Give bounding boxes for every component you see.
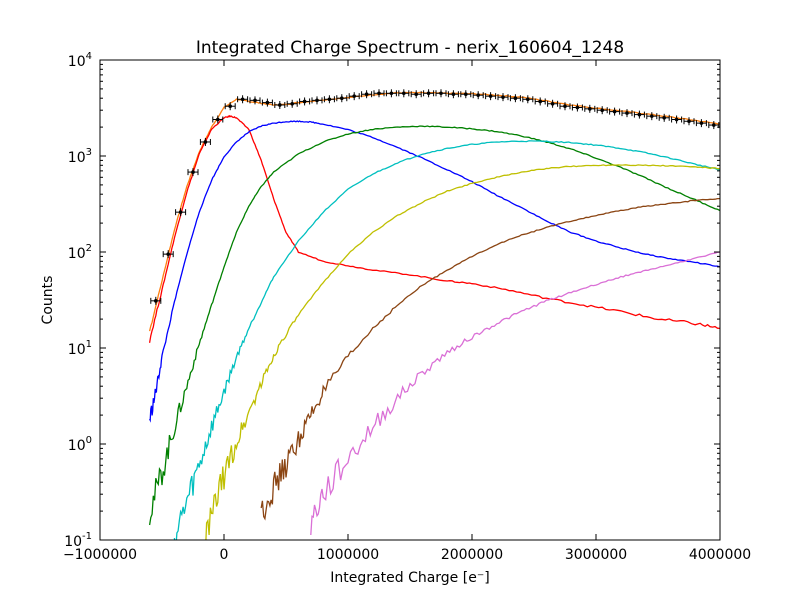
data-point [497,93,509,102]
axes-frame [99,59,721,541]
y-tick-label: 10-1 [64,531,92,550]
series-line [148,114,720,343]
plot-area [148,89,720,540]
x-tick-label: 1000000 [317,547,379,563]
data-point [162,250,174,259]
data-point [323,95,335,104]
x-tick-label: 0 [220,547,229,563]
data-point [398,89,410,98]
series-line [310,251,720,536]
data-point [658,113,670,122]
data-point [460,90,472,99]
data-point [299,97,311,106]
data-point [336,94,348,103]
data-point [584,104,596,113]
data-point [485,92,497,101]
data-point [410,90,422,99]
data-point [224,102,236,111]
data-point [683,117,695,126]
data-point [671,115,683,124]
data-point [609,107,621,116]
data-point [261,98,273,107]
data-point [435,89,447,98]
chart-title: Integrated Charge Spectrum - nerix_16060… [196,38,624,58]
data-point [150,296,162,305]
data-point [472,91,484,100]
data-point [212,115,224,124]
series-line [149,120,720,423]
data-point [547,99,559,108]
data-point [348,92,360,101]
data-point [187,168,199,177]
x-axis-label: Integrated Charge [e⁻] [330,570,489,586]
series-layer [148,91,720,540]
y-tick-label: 100 [68,435,92,454]
series-line [205,164,720,540]
data-point [286,99,298,108]
data-point [695,119,707,128]
x-tick-label: 3000000 [565,547,627,563]
data-point [175,208,187,217]
data-point [311,96,323,105]
data-point [447,90,459,99]
y-axis-ticks: 10-1 100 101 102 103 104 [64,51,720,550]
series-line [148,91,720,332]
data-point [534,97,546,106]
y-tick-label: 102 [68,243,92,262]
data-point [509,94,521,103]
data-point [646,112,658,121]
x-tick-label: 4000000 [689,547,751,563]
data-point [633,110,645,119]
data-points-layer [150,89,720,305]
x-tick-label: −1000000 [63,547,137,563]
data-point [274,100,286,109]
data-point [361,90,373,99]
data-point [571,103,583,112]
data-point [373,89,385,98]
series-line [260,197,720,521]
data-point [596,106,608,115]
data-point [559,102,571,111]
y-tick-label: 104 [68,51,92,70]
data-point [249,96,261,105]
x-tick-label: 2000000 [441,547,503,563]
data-point [423,89,435,98]
data-point [385,89,397,98]
series-line [173,140,720,540]
series-line [148,125,720,526]
x-axis-ticks: −1000000 0 1000000 2000000 3000000 4000000 [63,60,751,563]
y-tick-label: 101 [68,339,92,358]
data-point [621,109,633,118]
data-point [237,95,249,104]
data-point [199,137,211,146]
y-tick-label: 103 [68,147,92,166]
data-point [522,95,534,104]
y-axis-label: Counts [40,276,56,325]
